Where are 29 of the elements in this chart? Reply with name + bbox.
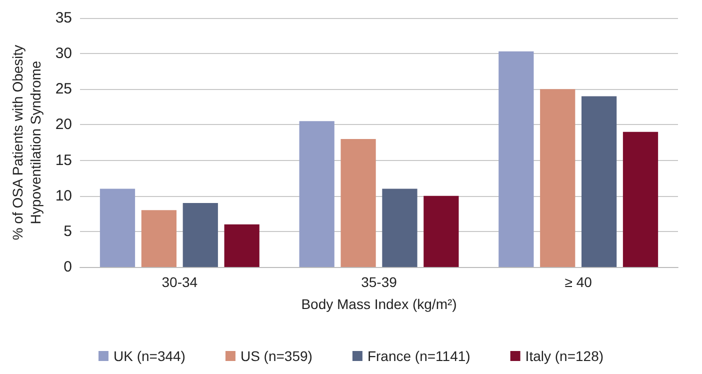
y-tick-label: 35 — [55, 10, 72, 26]
x-tick-label: 35-39 — [361, 274, 398, 290]
y-axis-title: % of OSA Patients with Obesity Hypoventilation Syndrome — [9, 44, 44, 240]
legend-label: Italy (n=128) — [525, 348, 604, 364]
y-tick-label: 20 — [55, 116, 72, 134]
bar — [141, 210, 177, 267]
bar — [182, 202, 218, 267]
legend-label: France (n=1141) — [367, 348, 470, 364]
bar — [424, 196, 459, 267]
y-tick-label: 0 — [64, 258, 72, 276]
bar — [540, 89, 576, 267]
y-tick-label: 10 — [55, 187, 72, 204]
bar — [224, 224, 260, 267]
y-tick-label: 30 — [55, 45, 72, 62]
bar — [581, 96, 617, 267]
bar — [100, 188, 136, 267]
x-tick-label: 30-34 — [162, 274, 198, 290]
legend-label: UK (n=344) — [113, 348, 186, 364]
x-tick-label: ≥ 40 — [564, 274, 592, 290]
y-tick-label: 15 — [55, 152, 72, 169]
bar — [340, 138, 376, 267]
bar — [299, 121, 334, 267]
y-tick-label: 25 — [55, 80, 72, 98]
y-tick-label: 5 — [64, 222, 72, 240]
legend-label: US (n=359) — [240, 348, 312, 364]
bar — [622, 132, 658, 267]
bar — [382, 188, 418, 267]
x-axis-title: Body Mass Index (kg/m²) — [301, 296, 457, 312]
bar — [498, 51, 534, 267]
